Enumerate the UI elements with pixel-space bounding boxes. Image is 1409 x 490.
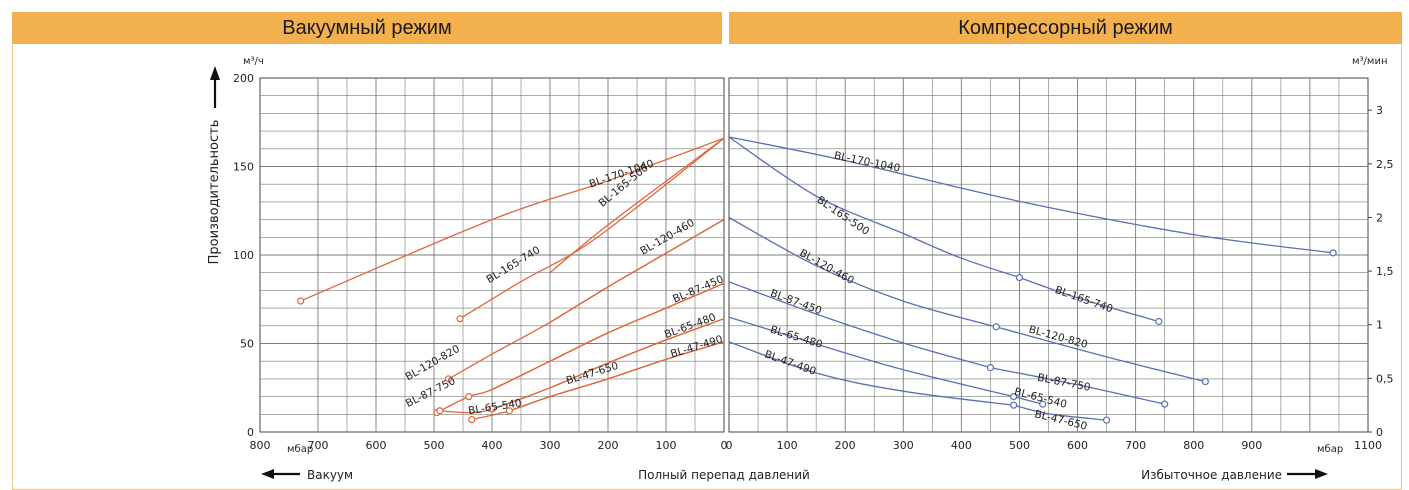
compressor-y-tick-label: 0 xyxy=(1376,426,1383,439)
vacuum-label-bl-47-490: BL-47-490 xyxy=(669,333,724,360)
vacuum-x-tick-label: 100 xyxy=(656,439,677,452)
compressor-x-tick-label: 500 xyxy=(1009,439,1030,452)
compressor-curve-bl-47-650 xyxy=(1013,404,1107,421)
compressor-y-tick-label: 0,5 xyxy=(1376,372,1394,385)
compressor-curve-bl-65-480 xyxy=(728,316,1014,398)
compressor-label-bl-47-650: BL-47-650 xyxy=(1033,408,1088,433)
compressor-point-marker xyxy=(1201,377,1209,386)
vacuum-label-bl-120-820: BL-120-820 xyxy=(403,343,462,383)
vacuum-x-tick-label: 600 xyxy=(366,439,387,452)
compressor-point-marker xyxy=(992,323,1000,331)
compressor-point-marker xyxy=(1161,400,1169,408)
compressor-y-tick-label: 1 xyxy=(1376,319,1383,332)
compressor-label-bl-87-450: BL-87-450 xyxy=(769,287,824,317)
compressor-y-tick-label: 3 xyxy=(1376,104,1383,117)
compressor-label-bl-170-1040: BL-170-1040 xyxy=(833,150,901,175)
compressor-x-tick-label: 600 xyxy=(1067,439,1088,452)
compressor-x-tick-label: 200 xyxy=(835,439,856,452)
compressor-curve-bl-170-1040 xyxy=(728,136,1334,254)
left-unit-label: м³/ч xyxy=(243,56,264,67)
compressor-label-bl-87-750: BL-87-750 xyxy=(1036,372,1091,394)
vacuum-x-tick-label: 400 xyxy=(482,439,503,452)
vacuum-x-tick-label: 300 xyxy=(540,439,561,452)
compressor-label-bl-165-740: BL-165-740 xyxy=(1053,284,1114,315)
vacuum-label-bl-87-450: BL-87-450 xyxy=(671,273,725,305)
compressor-y-tick-label: 2,5 xyxy=(1376,158,1394,171)
vacuum-y-tick-label: 200 xyxy=(233,72,254,85)
compressor-label-bl-120-820: BL-120-820 xyxy=(1027,324,1089,351)
compressor-point-marker xyxy=(1015,273,1024,282)
compressor-point-marker xyxy=(1329,249,1337,257)
compressor-curve-bl-120-460 xyxy=(728,216,997,328)
compressor-curve-bl-47-490 xyxy=(728,341,1014,406)
left-arrow-icon xyxy=(261,469,300,479)
vacuum-curve-bl-170-1040 xyxy=(300,137,725,302)
vacuum-y-tick-label: 0 xyxy=(247,426,254,439)
vacuum-point-marker xyxy=(505,407,513,415)
compressor-point-marker xyxy=(1010,401,1018,409)
vacuum-curve-bl-165-740 xyxy=(459,137,725,320)
vacuum-point-marker xyxy=(488,405,496,413)
vacuum-point-marker xyxy=(468,416,476,424)
vacuum-point-marker xyxy=(297,297,305,305)
right-x-unit-label: мбар xyxy=(1317,444,1343,455)
vacuum-x-tick-label: 700 xyxy=(308,439,329,452)
compressor-mode-header: Компрессорный режим xyxy=(729,12,1402,44)
compressor-x-tick-label: 0 xyxy=(726,439,733,452)
curve-layer xyxy=(297,136,1337,424)
pressure-difference-caption: Полный перепад давлений xyxy=(638,468,810,482)
grid-layer xyxy=(259,77,1372,433)
compressor-curve-bl-120-820 xyxy=(996,326,1206,383)
right-unit-label: м³/мин xyxy=(1352,56,1388,67)
compressor-x-tick-label: 700 xyxy=(1125,439,1146,452)
vacuum-x-tick-label: 800 xyxy=(250,439,271,452)
vacuum-point-marker xyxy=(436,407,444,415)
compressor-curve-bl-87-450 xyxy=(728,281,991,369)
compressor-point-marker xyxy=(1010,393,1018,401)
vacuum-point-marker xyxy=(465,393,473,401)
vacuum-y-tick-label: 50 xyxy=(240,338,254,351)
compressor-x-tick-label: 1100 xyxy=(1354,439,1382,452)
compressor-y-tick-label: 1,5 xyxy=(1376,265,1394,278)
compressor-label-bl-120-460: BL-120-460 xyxy=(797,247,856,287)
compressor-x-tick-label: 900 xyxy=(1241,439,1262,452)
overpressure-caption: Избыточное давление xyxy=(1141,468,1282,482)
up-arrow-icon xyxy=(210,66,220,108)
compressor-label-bl-165-500: BL-165-500 xyxy=(814,194,871,238)
vacuum-label-bl-165-740: BL-165-740 xyxy=(484,244,542,286)
vacuum-curve-bl-65-540 xyxy=(439,318,725,414)
compressor-x-tick-label: 800 xyxy=(1183,439,1204,452)
y-axis-title: Производительность xyxy=(207,120,222,265)
vacuum-label-bl-47-650: BL-47-650 xyxy=(565,360,620,387)
vacuum-point-marker xyxy=(444,375,453,383)
compressor-x-tick-label: 100 xyxy=(777,439,798,452)
vacuum-x-tick-label: 500 xyxy=(424,439,445,452)
vacuum-y-tick-label: 150 xyxy=(233,161,254,174)
compressor-y-tick-label: 2 xyxy=(1376,211,1383,224)
compressor-point-marker xyxy=(1102,416,1111,424)
compressor-point-marker xyxy=(986,364,995,372)
compressor-curve-bl-165-740 xyxy=(1019,276,1160,323)
vacuum-y-tick-label: 100 xyxy=(233,249,254,262)
compressor-curve-bl-165-500 xyxy=(728,136,1020,279)
vacuum-mode-header: Вакуумный режим xyxy=(12,12,722,44)
left-x-unit-label: мбар xyxy=(287,444,313,455)
vacuum-curve-bl-120-820 xyxy=(448,219,725,380)
right-arrow-icon xyxy=(1287,469,1328,479)
compressor-point-marker xyxy=(1039,400,1047,408)
vacuum-point-marker xyxy=(456,315,464,323)
compressor-point-marker xyxy=(1155,317,1163,326)
compressor-label-bl-65-480: BL-65-480 xyxy=(769,324,824,351)
vacuum-x-tick-label: 0 xyxy=(721,439,728,452)
vacuum-caption: Вакуум xyxy=(307,468,353,482)
compressor-x-tick-label: 400 xyxy=(951,439,972,452)
vacuum-curve-bl-165-500 xyxy=(549,137,725,274)
compressor-curve-bl-87-750 xyxy=(990,366,1165,405)
compressor-label-bl-47-490: BL-47-490 xyxy=(763,348,818,377)
compressor-x-tick-label: 300 xyxy=(893,439,914,452)
vacuum-x-tick-label: 200 xyxy=(598,439,619,452)
